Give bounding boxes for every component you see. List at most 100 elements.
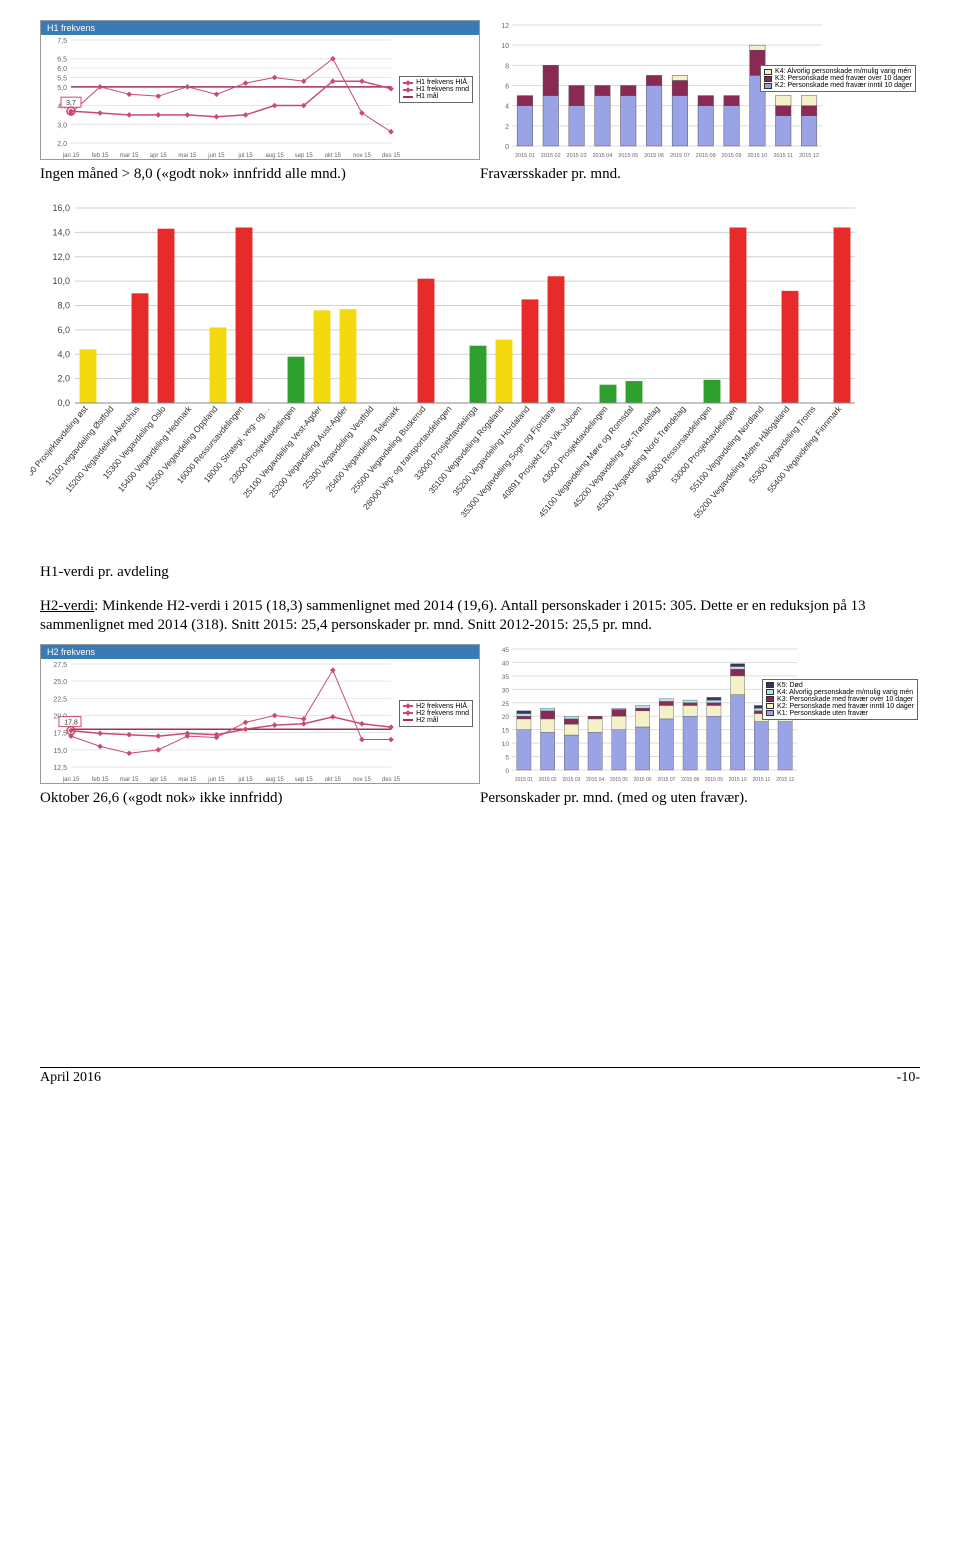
legend-label: K4: Alvorlig personskade m/mulig varig m… xyxy=(775,68,911,75)
svg-text:3,7: 3,7 xyxy=(66,100,76,107)
svg-text:4: 4 xyxy=(505,104,509,111)
footer-date: April 2016 xyxy=(40,1070,101,1086)
chart-row-2: H2 frekvens 12,515,017,520,022,525,027,5… xyxy=(40,644,920,784)
legend-label: H2 frekvens HIÅ xyxy=(416,703,467,710)
chart-h1-avdeling: 0,02,04,06,08,010,012,014,016,013000 Pro… xyxy=(30,203,850,523)
svg-text:2015 06: 2015 06 xyxy=(634,777,652,783)
svg-text:aug 15: aug 15 xyxy=(265,153,284,159)
svg-text:2015 05: 2015 05 xyxy=(610,777,628,783)
caption-chart1: Ingen måned > 8,0 («godt nok» innfridd a… xyxy=(40,166,470,183)
svg-text:2015 10: 2015 10 xyxy=(747,153,767,159)
svg-text:2015 06: 2015 06 xyxy=(644,153,664,159)
svg-text:2015 02: 2015 02 xyxy=(541,153,561,159)
svg-text:5: 5 xyxy=(505,754,509,761)
legend-label: K1: Personskade uten fravær xyxy=(777,710,868,717)
svg-text:45: 45 xyxy=(502,647,510,654)
svg-text:25,0: 25,0 xyxy=(53,679,67,686)
legend-label: K3: Personskade med fravær over 10 dager xyxy=(777,696,913,703)
page-footer: April 2016 -10- xyxy=(40,1067,920,1086)
legend-label: H2 mål xyxy=(416,717,438,724)
chart4-header: H2 frekvens xyxy=(41,645,479,659)
svg-text:mar 15: mar 15 xyxy=(120,777,139,783)
legend-label: H1 mål xyxy=(416,93,438,100)
svg-text:6: 6 xyxy=(505,84,509,91)
caption-chart4: Oktober 26,6 («godt nok» ikke innfridd) xyxy=(40,790,470,807)
svg-text:6,5: 6,5 xyxy=(57,57,67,64)
svg-text:40: 40 xyxy=(502,660,510,667)
svg-text:apr 15: apr 15 xyxy=(150,777,168,783)
svg-text:2015 11: 2015 11 xyxy=(774,153,793,159)
svg-text:nov 15: nov 15 xyxy=(353,153,372,159)
svg-text:17,8: 17,8 xyxy=(64,719,78,726)
svg-text:2015 10: 2015 10 xyxy=(729,777,747,783)
svg-text:2015 04: 2015 04 xyxy=(586,777,604,783)
svg-text:2015 11: 2015 11 xyxy=(753,777,771,783)
footer-page: -10- xyxy=(897,1070,920,1086)
chart5-legend: K5: Død K4: Alvorlig personskade m/mulig… xyxy=(762,679,918,720)
svg-text:2,0: 2,0 xyxy=(57,141,67,148)
svg-text:10: 10 xyxy=(502,741,510,748)
svg-text:12,5: 12,5 xyxy=(53,765,67,772)
chart-h2-frekvens: H2 frekvens 12,515,017,520,022,525,027,5… xyxy=(40,644,480,784)
chart2-legend: K4: Alvorlig personskade m/mulig varig m… xyxy=(760,65,916,92)
svg-text:mar 15: mar 15 xyxy=(120,153,139,159)
svg-text:10,0: 10,0 xyxy=(52,276,70,286)
svg-text:jan 15: jan 15 xyxy=(62,153,80,159)
legend-label: K2: Personskade med fravær inntil 10 dag… xyxy=(775,82,912,89)
svg-text:jan 15: jan 15 xyxy=(62,777,80,783)
svg-text:2015 12: 2015 12 xyxy=(776,777,794,783)
svg-text:10: 10 xyxy=(501,43,509,50)
svg-text:55200 Vegavdeling Midtre Hålog: 55200 Vegavdeling Midtre Hålogaland xyxy=(692,404,792,521)
svg-text:jun 15: jun 15 xyxy=(207,777,225,783)
caption-row-1: Ingen måned > 8,0 («godt nok» innfridd a… xyxy=(40,166,920,183)
svg-text:2015 01: 2015 01 xyxy=(515,153,535,159)
legend-label: H2 frekvens mnd xyxy=(416,710,469,717)
svg-text:2,0: 2,0 xyxy=(57,374,70,384)
h2-paragraph: H2-verdi: Minkende H2-verdi i 2015 (18,3… xyxy=(40,597,920,636)
chart4-legend: H2 frekvens HIÅ H2 frekvens mnd H2 mål xyxy=(399,700,473,727)
svg-text:15: 15 xyxy=(502,727,510,734)
svg-text:2015 08: 2015 08 xyxy=(696,153,716,159)
svg-text:8,0: 8,0 xyxy=(57,301,70,311)
svg-text:nov 15: nov 15 xyxy=(353,777,372,783)
chart-row-1: H1 frekvens 2,03,04,05,05,56,06,57,53,7j… xyxy=(40,20,920,160)
svg-text:jul 15: jul 15 xyxy=(237,777,253,783)
svg-text:15,0: 15,0 xyxy=(53,747,67,754)
svg-text:27,5: 27,5 xyxy=(53,662,67,669)
svg-text:jul 15: jul 15 xyxy=(237,153,253,159)
svg-text:3,0: 3,0 xyxy=(57,122,67,129)
h2-lead: H2-verdi xyxy=(40,598,94,614)
svg-text:2015 01: 2015 01 xyxy=(515,777,533,783)
svg-text:okt 15: okt 15 xyxy=(325,153,342,159)
caption-chart5: Personskader pr. mnd. (med og uten fravæ… xyxy=(480,790,920,807)
svg-text:2015 09: 2015 09 xyxy=(705,777,723,783)
chart1-legend: H1 frekvens HIÅ H1 frekvens mnd H1 mål xyxy=(399,76,473,103)
svg-text:2015 04: 2015 04 xyxy=(592,153,612,159)
svg-text:2015 03: 2015 03 xyxy=(567,153,587,159)
svg-text:5,5: 5,5 xyxy=(57,75,67,82)
svg-text:14,0: 14,0 xyxy=(52,227,70,237)
legend-label: K3: Personskade med fravær over 10 dager xyxy=(775,75,911,82)
svg-text:2015 07: 2015 07 xyxy=(657,777,675,783)
svg-text:okt 15: okt 15 xyxy=(325,777,342,783)
svg-text:22,5: 22,5 xyxy=(53,696,67,703)
legend-label: H1 frekvens mnd xyxy=(416,86,469,93)
svg-text:2015 07: 2015 07 xyxy=(670,153,690,159)
legend-label: K4: Alvorlig personskade m/mulig varig m… xyxy=(777,689,913,696)
svg-text:2015 12: 2015 12 xyxy=(799,153,819,159)
svg-text:16,0: 16,0 xyxy=(52,203,70,213)
svg-text:20: 20 xyxy=(502,714,510,721)
chart-fravaersskader: 0246810122015 012015 022015 032015 04201… xyxy=(490,20,920,160)
h2-rest: : Minkende H2-verdi i 2015 (18,3) sammen… xyxy=(40,598,866,634)
svg-text:2015 08: 2015 08 xyxy=(681,777,699,783)
svg-text:jun 15: jun 15 xyxy=(207,153,225,159)
svg-text:2015 02: 2015 02 xyxy=(539,777,557,783)
svg-text:12,0: 12,0 xyxy=(52,252,70,262)
svg-text:2: 2 xyxy=(505,124,509,131)
caption-chart3: H1-verdi pr. avdeling xyxy=(40,563,920,583)
svg-text:8: 8 xyxy=(505,63,509,70)
svg-text:mai 15: mai 15 xyxy=(178,777,197,783)
svg-text:sep 15: sep 15 xyxy=(295,153,314,159)
caption-chart2: Fraværsskader pr. mnd. xyxy=(480,166,920,183)
chart1-header: H1 frekvens xyxy=(41,21,479,35)
